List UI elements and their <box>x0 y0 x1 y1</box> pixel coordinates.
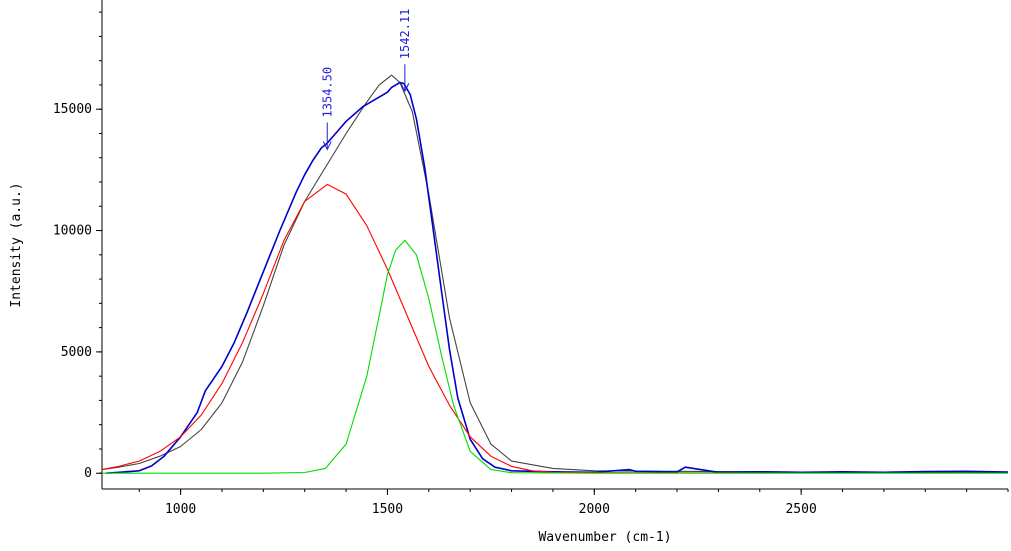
y-tick-label: 0 <box>84 466 92 481</box>
y-tick-label: 10000 <box>53 224 92 239</box>
y-tick-label: 5000 <box>61 345 92 360</box>
axes: 1000 1500 2000 2500 0 5000 10000 15000 <box>53 0 1009 517</box>
series-line-fitted-band-D <box>101 183 1008 474</box>
peak-arrow-head <box>400 82 410 93</box>
x-ticks: 1000 1500 2000 2500 <box>165 489 817 517</box>
x-tick-label: 2500 <box>785 502 816 517</box>
y-ticks: 0 5000 10000 15000 <box>53 102 102 481</box>
peak-annotation-label: 1542.11 <box>398 9 412 60</box>
peak-annotation: 1542.11 <box>398 9 412 93</box>
series-layer <box>101 74 1009 474</box>
y-tick-label: 15000 <box>53 102 92 117</box>
series-line-measured-spectrum <box>106 81 1009 474</box>
x-tick-label: 1500 <box>372 502 403 517</box>
x-axis-label: Wavenumber (cm-1) <box>538 530 671 545</box>
series-line-fitted-band-G <box>102 239 1008 474</box>
x-tick-label: 1000 <box>165 502 196 517</box>
peak-arrow-head <box>322 141 332 151</box>
series-line-fitted-envelope <box>101 74 1008 473</box>
x-tick-label: 2000 <box>579 502 610 517</box>
y-axis-label: Intensity (a.u.) <box>9 182 24 307</box>
peak-annotation-label: 1354.50 <box>320 67 334 118</box>
peak-annotation: 1354.50 <box>320 67 334 151</box>
annotation-layer: 1354.50 1542.11 <box>320 9 412 151</box>
